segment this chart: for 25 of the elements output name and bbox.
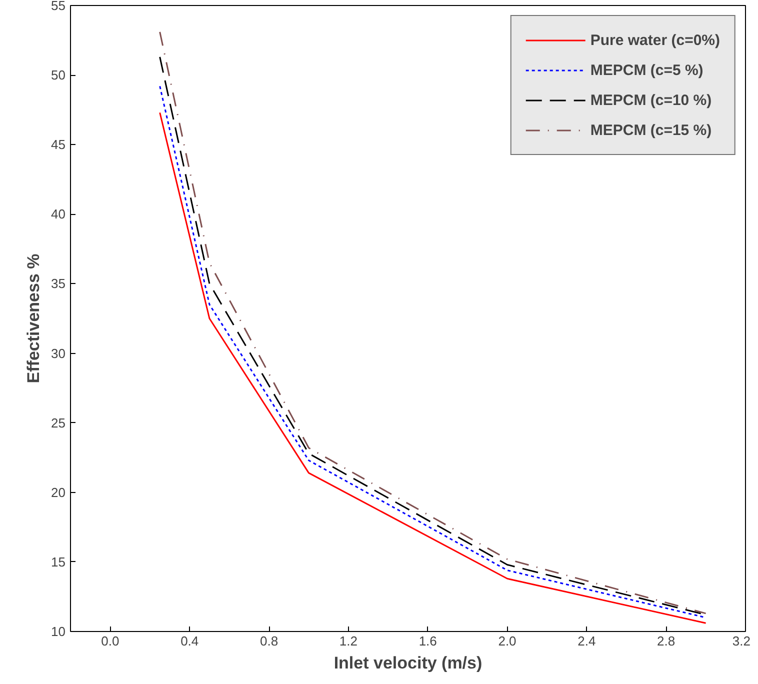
x-tick-label: 1.2 [339,634,358,648]
y-tick-label: 10 [51,624,66,639]
x-tick-label: 2.8 [657,634,676,648]
x-tick-label: 2.0 [498,634,516,648]
y-tick-label: 35 [51,276,66,292]
x-tick-label: 0.8 [260,634,278,648]
legend-label: MEPCM (c=10 %) [590,92,712,108]
y-tick-label: 15 [51,554,66,570]
x-tick-label: 0.4 [180,634,199,648]
x-tick-label: 3.2 [732,634,751,648]
y-tick-label: 30 [51,346,66,361]
y-tick-label: 40 [51,206,66,222]
x-tick-label: 1.6 [418,634,437,648]
y-axis-title: Effectiveness % [24,254,44,384]
x-axis-title: Inlet velocity (m/s) [334,654,482,672]
y-tick-label: 25 [51,415,66,430]
y-tick-label: 45 [51,137,66,152]
x-tick-label: 2.4 [578,634,596,648]
y-tick-label: 55 [51,0,66,13]
y-tick-label: 50 [51,68,66,83]
legend-label: MEPCM (c=5 %) [590,62,704,78]
y-tick-label: 20 [51,484,66,500]
legend-label: MEPCM (c=15 %) [590,122,712,138]
x-tick-label: 0.0 [101,634,120,648]
legend-label: Pure water (c=0%) [590,32,720,48]
